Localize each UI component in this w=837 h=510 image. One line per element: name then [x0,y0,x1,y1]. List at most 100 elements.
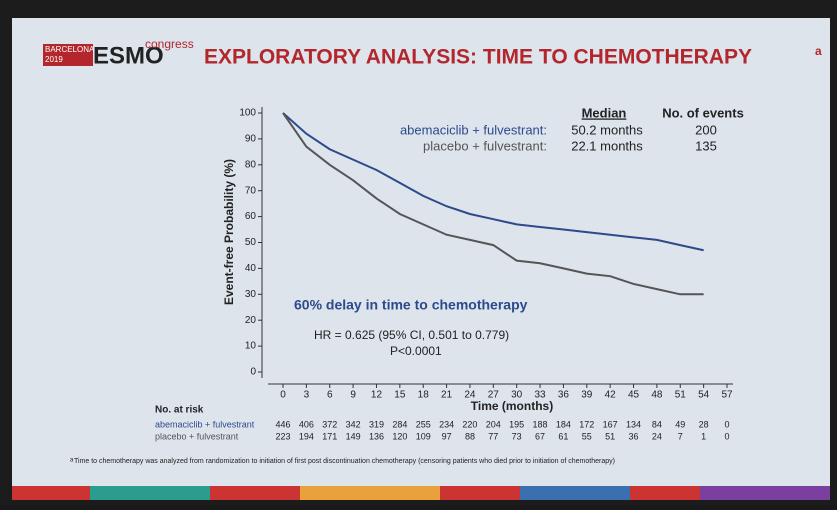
stripe [700,486,830,500]
at-risk-group: placebo + fulvestrant [155,431,239,441]
table-group: abemaciclib + fulvestrant: [400,122,547,137]
y-tick-label: 30 [245,289,257,300]
survival-curve [282,112,704,296]
x-tick-label: 0 [280,390,286,401]
table-events: 135 [695,138,717,153]
survival-curve [282,112,704,252]
table-group: placebo + fulvestrant: [423,138,547,153]
at-risk-title: No. at risk [155,405,204,416]
x-tick-label: 15 [394,390,406,401]
x-tick-label: 27 [488,390,500,401]
x-tick-label: 42 [605,390,617,401]
at-risk-count: 134 [626,419,641,429]
at-risk-count: 61 [558,431,568,441]
y-tick-label: 10 [245,341,257,352]
stripe [300,486,440,500]
at-risk-count: 372 [322,419,337,429]
at-risk-count: 284 [392,419,407,429]
footnote: Time to chemotherapy was analyzed from r… [74,458,615,465]
x-tick-label: 39 [581,390,593,401]
logo-suffix: congress [145,37,194,51]
at-risk-count: 7 [678,431,683,441]
table-header: No. of events [662,105,744,120]
logo-box [43,44,93,66]
at-risk-count: 28 [699,419,709,429]
at-risk-count: 109 [416,431,431,441]
at-risk-count: 172 [579,419,594,429]
at-risk-count: 36 [629,431,639,441]
table-header: Median [582,105,627,120]
x-tick-label: 21 [441,390,453,401]
x-tick-label: 3 [304,390,310,401]
y-tick-label: 20 [245,315,257,326]
at-risk-count: 406 [299,419,314,429]
x-tick-label: 18 [418,390,430,401]
at-risk-count: 446 [275,419,290,429]
at-risk-count: 195 [509,419,524,429]
at-risk-count: 55 [582,431,592,441]
x-tick-label: 6 [327,390,333,401]
at-risk-count: 149 [346,431,361,441]
y-tick-label: 50 [245,237,257,248]
at-risk-count: 204 [486,419,501,429]
bottom-stripe [12,486,830,500]
x-tick-label: 48 [651,390,663,401]
x-tick-label: 33 [534,390,546,401]
at-risk-group: abemaciclib + fulvestrant [155,419,255,429]
logo-brand: ESMO [93,42,164,69]
title-note: a [815,44,822,58]
annotation: 60% delay in time to chemotherapy [294,297,528,313]
slide [12,18,830,500]
at-risk-count: 51 [605,431,615,441]
y-tick-label: 70 [245,185,257,196]
at-risk-count: 67 [535,431,545,441]
logo-year: 2019 [45,55,63,64]
footnote-mark: a [70,458,74,464]
at-risk-count: 120 [392,431,407,441]
at-risk-count: 73 [512,431,522,441]
at-risk-count: 319 [369,419,384,429]
x-tick-label: 30 [511,390,523,401]
table-events: 200 [695,122,717,137]
at-risk-count: 49 [675,419,685,429]
at-risk-count: 0 [724,419,729,429]
annotation: HR = 0.625 (95% CI, 0.501 to 0.779) [314,328,509,342]
x-tick-label: 45 [628,390,640,401]
at-risk-count: 97 [442,431,452,441]
at-risk-count: 0 [724,431,729,441]
at-risk-count: 194 [299,431,314,441]
at-risk-count: 171 [322,431,337,441]
x-tick-label: 51 [675,390,687,401]
y-tick-label: 40 [245,263,257,274]
at-risk-count: 84 [652,419,662,429]
x-tick-label: 57 [721,390,733,401]
y-tick-label: 100 [239,108,256,119]
at-risk-count: 136 [369,431,384,441]
x-tick-label: 54 [698,390,710,401]
at-risk-count: 342 [346,419,361,429]
x-axis-label: Time (months) [471,399,553,413]
at-risk-count: 220 [462,419,477,429]
at-risk-count: 184 [556,419,571,429]
at-risk-count: 234 [439,419,454,429]
stripe [90,486,210,500]
y-tick-label: 60 [245,211,257,222]
at-risk-count: 188 [533,419,548,429]
y-tick-label: 90 [245,134,257,145]
table-median: 50.2 months [571,122,643,137]
x-tick-label: 9 [350,390,356,401]
at-risk-count: 24 [652,431,662,441]
y-tick-label: 80 [245,159,257,170]
table-median: 22.1 months [571,138,643,153]
slide-title: EXPLORATORY ANALYSIS: TIME TO CHEMOTHERA… [204,46,752,69]
at-risk-count: 255 [416,419,431,429]
at-risk-count: 167 [603,419,618,429]
logo-city: BARCELONA [45,45,95,54]
at-risk-count: 77 [488,431,498,441]
y-axis-label: Event-free Probability (%) [222,159,236,305]
stripe [520,486,630,500]
x-tick-label: 36 [558,390,570,401]
y-tick-label: 0 [250,367,256,378]
